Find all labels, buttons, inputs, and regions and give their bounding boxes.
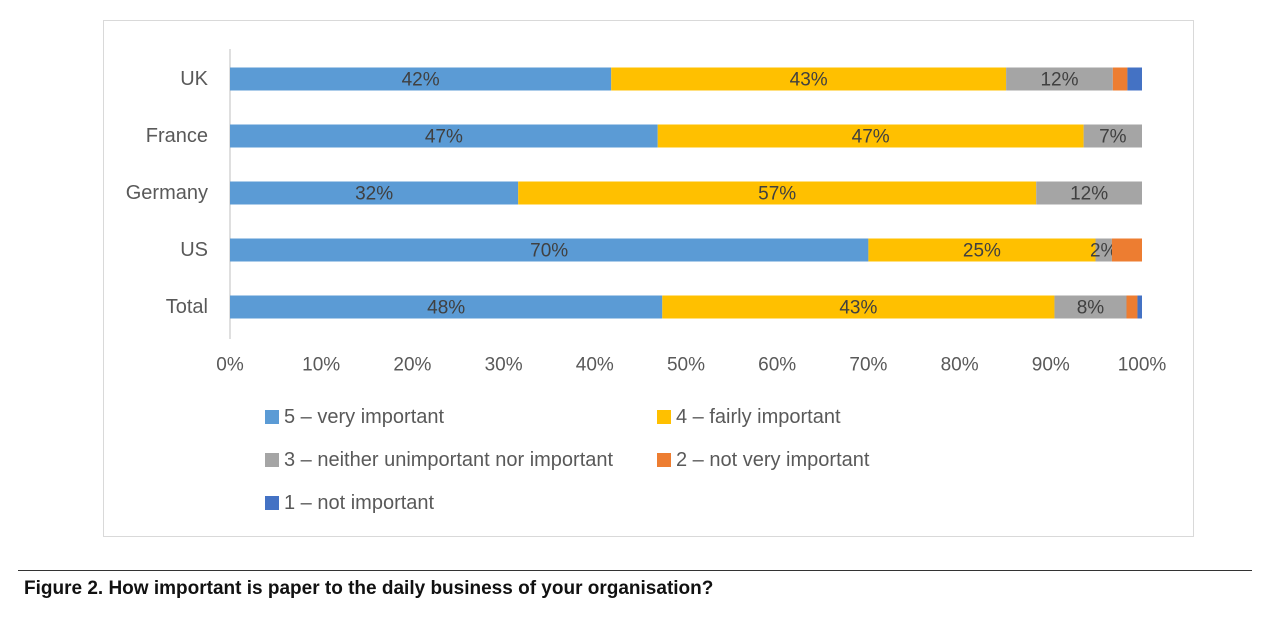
x-tick-label: 10% — [302, 355, 340, 376]
data-label-germany-s2: 57% — [758, 184, 796, 205]
bar-segment-us-s3 — [1095, 238, 1112, 262]
chart-frame: UK 42% 43% 12% France 47% 47% 7% Germany 32% 57% 12… — [103, 20, 1194, 537]
category-label-germany: Germany — [126, 182, 208, 204]
category-label-total: Total — [166, 296, 208, 318]
bar-segment-germany-s1 — [230, 181, 519, 205]
caption-divider — [18, 570, 1252, 571]
bar-segment-us-s2 — [868, 238, 1096, 262]
bar-segment-uk-s5 — [1127, 67, 1142, 91]
x-tick-label: 20% — [393, 355, 431, 376]
bar-segment-total-s4 — [1126, 295, 1138, 319]
bar-segment-france-s1 — [230, 124, 658, 148]
bar-segment-uk-s3 — [1006, 67, 1113, 91]
bar-segment-total-s3 — [1054, 295, 1127, 319]
data-label-us-s3: 2% — [1090, 241, 1118, 262]
bar-segment-total-s1 — [230, 295, 663, 319]
bar-segment-total-s2 — [662, 295, 1055, 319]
data-label-germany-s3: 12% — [1070, 184, 1108, 205]
data-label-france-s1: 47% — [425, 127, 463, 148]
bar-segment-germany-s3 — [1036, 181, 1142, 205]
figure-caption: Figure 2. How important is paper to the … — [24, 578, 714, 599]
data-label-france-s2: 47% — [852, 127, 890, 148]
data-label-uk-s3: 12% — [1040, 70, 1078, 91]
category-label-uk: UK — [180, 68, 208, 90]
x-tick-label: 40% — [576, 355, 614, 376]
legend-swatch-s2 — [657, 410, 671, 424]
x-tick-label: 80% — [941, 355, 979, 376]
bar-segment-uk-s4 — [1112, 67, 1128, 91]
bar-segment-us-s4 — [1111, 238, 1142, 262]
x-tick-label: 0% — [216, 355, 244, 376]
legend-label-s2: 4 – fairly important — [676, 406, 841, 428]
legend-swatch-s4 — [657, 453, 671, 467]
legend-swatch-s3 — [265, 453, 279, 467]
bar-segment-france-s3 — [1083, 124, 1142, 148]
data-label-france-s3: 7% — [1099, 127, 1127, 148]
bar-segment-total-s5 — [1137, 295, 1142, 319]
data-label-us-s2: 25% — [963, 241, 1001, 262]
data-label-total-s1: 48% — [427, 298, 465, 319]
legend-label-s4: 2 – not very important — [676, 449, 870, 471]
data-label-total-s2: 43% — [839, 298, 877, 319]
data-label-us-s1: 70% — [530, 241, 568, 262]
x-tick-label: 60% — [758, 355, 796, 376]
data-label-total-s3: 8% — [1077, 298, 1105, 319]
legend-swatch-s5 — [265, 496, 279, 510]
x-tick-label: 70% — [849, 355, 887, 376]
stacked-bar-chart: UK 42% 43% 12% France 47% 47% 7% Germany 32% 57% 12… — [126, 49, 1167, 514]
bar-segment-france-s2 — [657, 124, 1084, 148]
data-label-uk-s1: 42% — [402, 70, 440, 91]
x-tick-label: 90% — [1032, 355, 1070, 376]
bar-segment-uk-s1 — [230, 67, 612, 91]
bar-segment-us-s1 — [230, 238, 869, 262]
x-tick-label: 30% — [485, 355, 523, 376]
legend-label-s1: 5 – very important — [284, 406, 445, 428]
legend-label-s5: 1 – not important — [284, 492, 435, 514]
category-label-france: France — [146, 125, 208, 147]
bar-segment-germany-s2 — [518, 181, 1037, 205]
bar-segment-uk-s2 — [611, 67, 1007, 91]
x-tick-label: 50% — [667, 355, 705, 376]
data-label-germany-s1: 32% — [355, 184, 393, 205]
legend-label-s3: 3 – neither unimportant nor important — [284, 449, 614, 471]
x-tick-label: 100% — [1118, 355, 1167, 376]
category-label-us: US — [180, 239, 208, 261]
data-label-uk-s2: 43% — [790, 70, 828, 91]
legend-swatch-s1 — [265, 410, 279, 424]
